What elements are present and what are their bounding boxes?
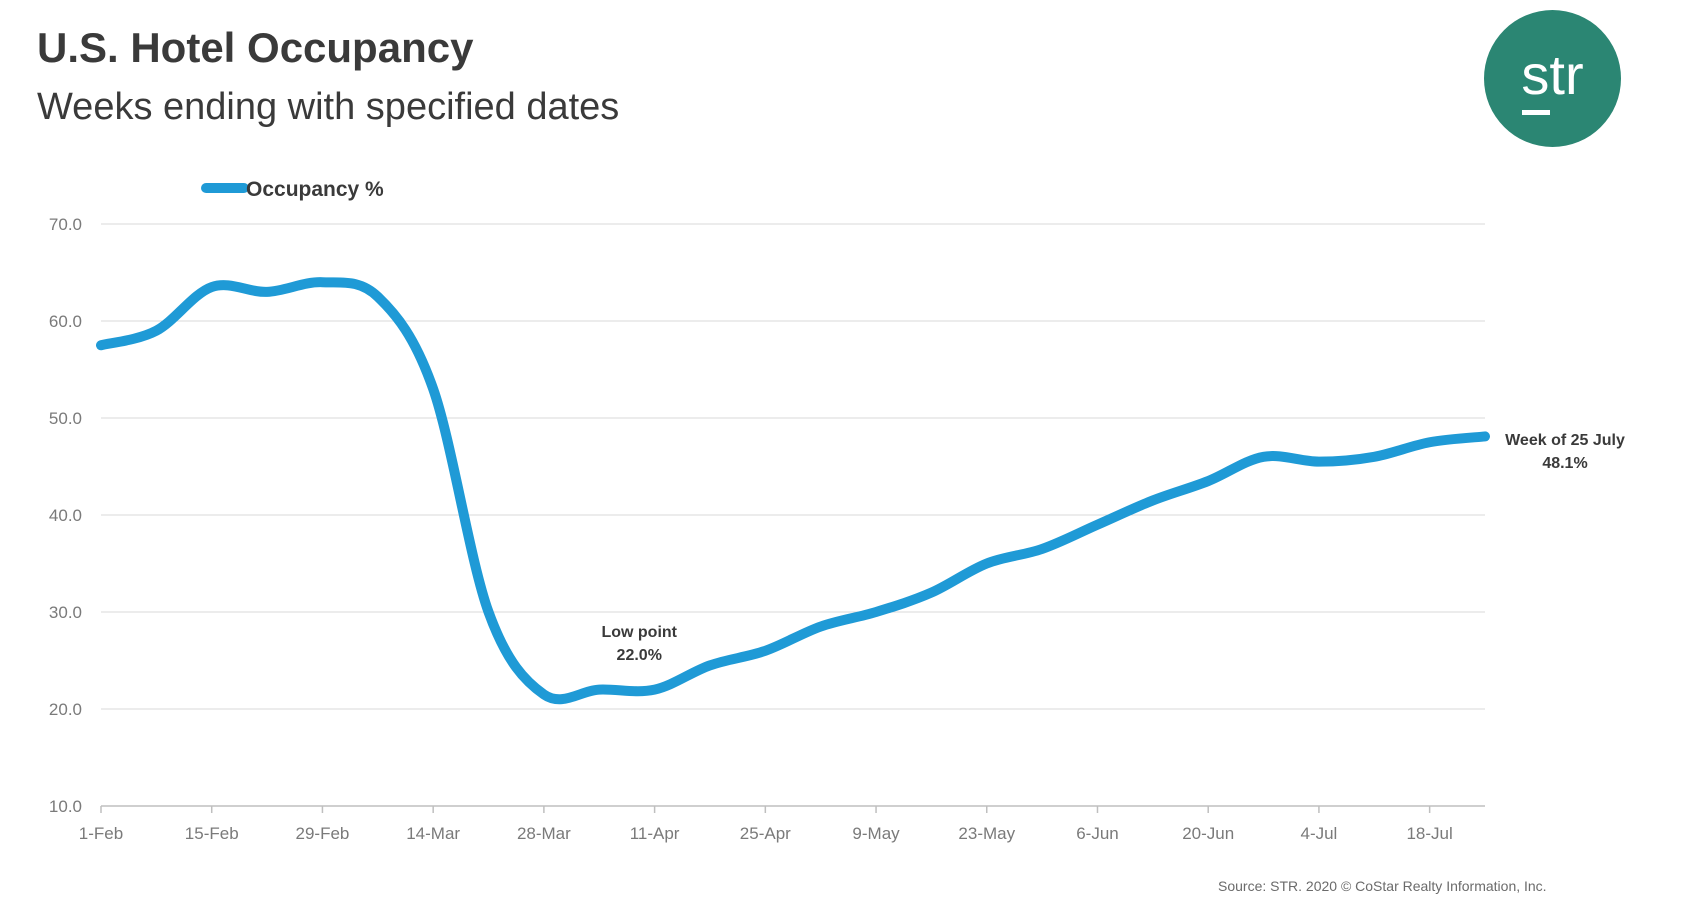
x-axis: 1-Feb 15-Feb 29-Feb 14-Mar 28-Mar 11-Apr 25-Ap… xyxy=(79,805,1485,843)
x-tick-label: 25-Apr xyxy=(740,824,791,843)
legend: Occupancy % xyxy=(201,178,384,201)
logo-text: str xyxy=(1521,43,1583,106)
x-tick-label: 14-Mar xyxy=(406,824,460,843)
chart-subtitle: Weeks ending with specified dates xyxy=(37,86,620,128)
annotations: Low point 22.0% Week of 25 July 48.1% xyxy=(601,432,1625,664)
y-tick-label: 70.0 xyxy=(49,215,82,234)
legend-label-occupancy: Occupancy % xyxy=(246,178,384,201)
y-tick-label: 20.0 xyxy=(49,700,82,719)
x-tick-label: 9-May xyxy=(852,824,900,843)
y-tick-label: 50.0 xyxy=(49,409,82,428)
grid-lines xyxy=(101,223,1485,710)
chart-title: U.S. Hotel Occupancy xyxy=(37,24,474,71)
y-tick-label: 10.0 xyxy=(49,797,82,816)
annotation-low-point-value: 22.0% xyxy=(617,647,662,664)
y-tick-label: 60.0 xyxy=(49,312,82,331)
series-line-occupancy xyxy=(96,277,1490,705)
x-tick-label: 6-Jun xyxy=(1076,824,1119,843)
x-tick-label: 28-Mar xyxy=(517,824,571,843)
source-note: Source: STR. 2020 © CoStar Realty Inform… xyxy=(1218,878,1547,894)
x-tick-label: 11-Apr xyxy=(630,824,680,843)
annotation-low-point-label: Low point xyxy=(601,624,677,641)
x-tick-label: 15-Feb xyxy=(185,824,239,843)
logo-circle xyxy=(1484,10,1621,147)
x-tick-label: 20-Jun xyxy=(1182,824,1234,843)
x-tick-label: 29-Feb xyxy=(296,824,350,843)
y-axis-ticks: 70.0 60.0 50.0 40.0 30.0 20.0 10.0 xyxy=(49,215,82,816)
x-tick-label: 1-Feb xyxy=(79,824,123,843)
y-tick-label: 40.0 xyxy=(49,506,82,525)
x-tick-label: 4-Jul xyxy=(1300,824,1337,843)
str-logo: str xyxy=(1484,10,1621,147)
annotation-latest-week-value: 48.1% xyxy=(1542,455,1587,472)
x-tick-label: 23-May xyxy=(958,824,1015,843)
x-tick-label: 18-Jul xyxy=(1406,824,1452,843)
y-tick-label: 30.0 xyxy=(49,603,82,622)
annotation-latest-week-label: Week of 25 July xyxy=(1505,432,1625,449)
logo-underline xyxy=(1522,110,1550,115)
